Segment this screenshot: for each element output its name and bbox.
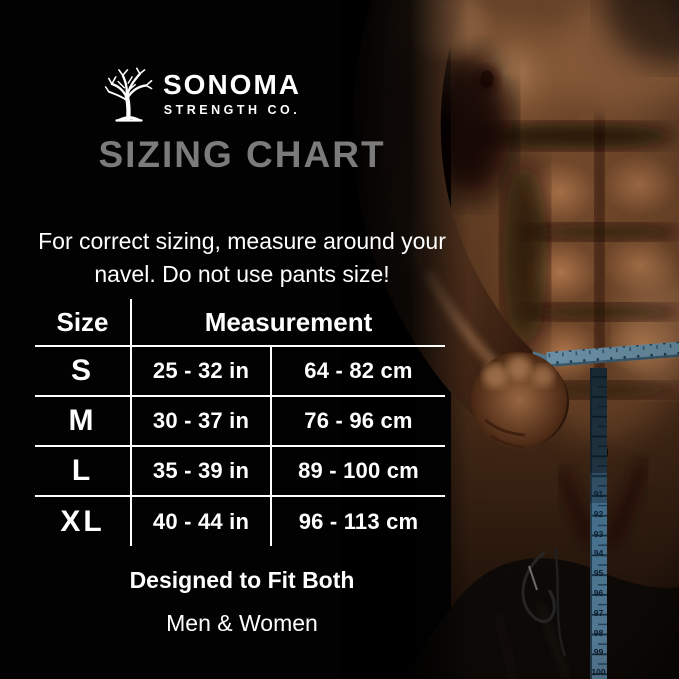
size-label: S (35, 346, 132, 396)
centimeters-value: 64 - 82 cm (270, 346, 445, 396)
brand-subtitle: STRENGTH CO. (163, 103, 301, 117)
footer-audience: Men & Women (166, 610, 318, 636)
photo-vignette (339, 0, 679, 679)
footer-fit-statement: Designed to Fit Both (129, 567, 355, 593)
brand-logo: SONOMA STRENGTH CO. (104, 66, 301, 122)
table-header-row: Size Measurement (35, 299, 445, 346)
sizing-instructions: For correct sizing, measure around your … (38, 228, 446, 287)
tree-logo-icon (104, 67, 153, 122)
table-row: M 30 - 37 in 76 - 96 cm (35, 396, 445, 446)
centimeters-value: 89 - 100 cm (270, 446, 445, 496)
centimeters-value: 76 - 96 cm (270, 396, 445, 446)
brand-name: SONOMA (163, 69, 301, 100)
size-label: M (35, 396, 132, 446)
inches-value: 35 - 39 in (152, 458, 250, 483)
size-label: XL (35, 496, 132, 546)
centimeters-value: 96 - 113 cm (270, 496, 445, 546)
inches-value: 30 - 37 in (152, 408, 250, 433)
size-column-header: Size (35, 299, 132, 346)
size-label: L (35, 446, 132, 496)
inches-value: 40 - 44 in (152, 508, 250, 534)
measurement-column-header: Measurement (204, 306, 373, 337)
model-photo: 91 92 93 94 95 96 97 98 99 100 (339, 0, 679, 679)
page-title: SIZING CHART (98, 134, 386, 175)
table-row: XL 40 - 44 in 96 - 113 cm (35, 496, 445, 546)
sizing-table: Size Measurement S 25 - 32 in 64 - 82 cm… (35, 299, 445, 546)
inches-value: 25 - 32 in (152, 358, 250, 383)
table-row: L 35 - 39 in 89 - 100 cm (35, 446, 445, 496)
table-row: S 25 - 32 in 64 - 82 cm (35, 346, 445, 396)
